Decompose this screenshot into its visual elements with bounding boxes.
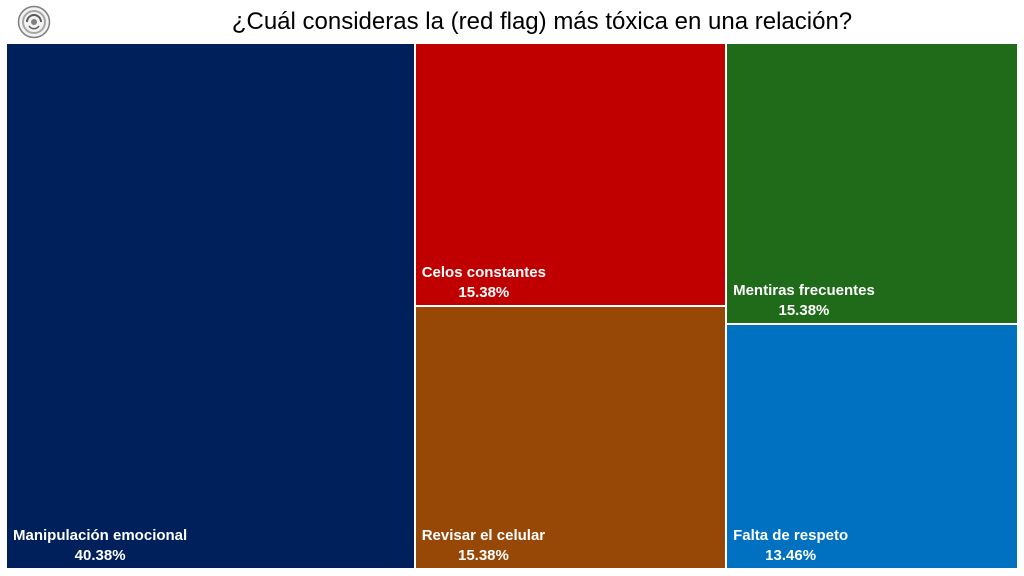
tile-category-label: Revisar el celular bbox=[421, 527, 546, 544]
treemap-tile-falta-de-respeto: Falta de respeto 13.46% bbox=[726, 323, 1018, 569]
tile-value-label: 13.46% bbox=[765, 546, 817, 564]
treemap-tile-manipulacion-emocional: Manipulación emocional 40.38% bbox=[6, 43, 415, 569]
treemap-tile-celos-constantes: Celos constantes 15.38% bbox=[414, 43, 727, 306]
tile-label: Manipulación emocional 40.38% bbox=[13, 526, 187, 566]
tile-category-label: Celos constantes bbox=[421, 264, 546, 281]
tile-label: Revisar el celular 15.38% bbox=[422, 526, 545, 566]
tile-value-label: 40.38% bbox=[74, 547, 126, 564]
tile-value-label: 15.38% bbox=[778, 301, 830, 319]
tile-label: Mentiras frecuentes 15.38% bbox=[733, 281, 875, 321]
tile-category-label: Falta de respeto bbox=[733, 526, 849, 544]
tile-value-label: 15.38% bbox=[458, 284, 510, 301]
chart-title: ¿Cuál consideras la (red flag) más tóxic… bbox=[231, 8, 853, 35]
treemap-tile-revisar-el-celular: Revisar el celular 15.38% bbox=[414, 306, 727, 569]
tile-value-label: 15.38% bbox=[457, 547, 509, 564]
treemap-plot: Manipulación emocional 40.38% Celos consta… bbox=[6, 43, 1018, 569]
treemap-tile-mentiras-frecuentes: Mentiras frecuentes 15.38% bbox=[726, 43, 1018, 324]
tile-category-label: Mentiras frecuentes bbox=[733, 281, 875, 299]
tile-category-label: Manipulación emocional bbox=[13, 527, 188, 544]
globe-logo-icon bbox=[17, 5, 51, 39]
tile-label: Celos constantes 15.38% bbox=[422, 263, 546, 303]
tile-label: Falta de respeto 13.46% bbox=[733, 526, 848, 566]
